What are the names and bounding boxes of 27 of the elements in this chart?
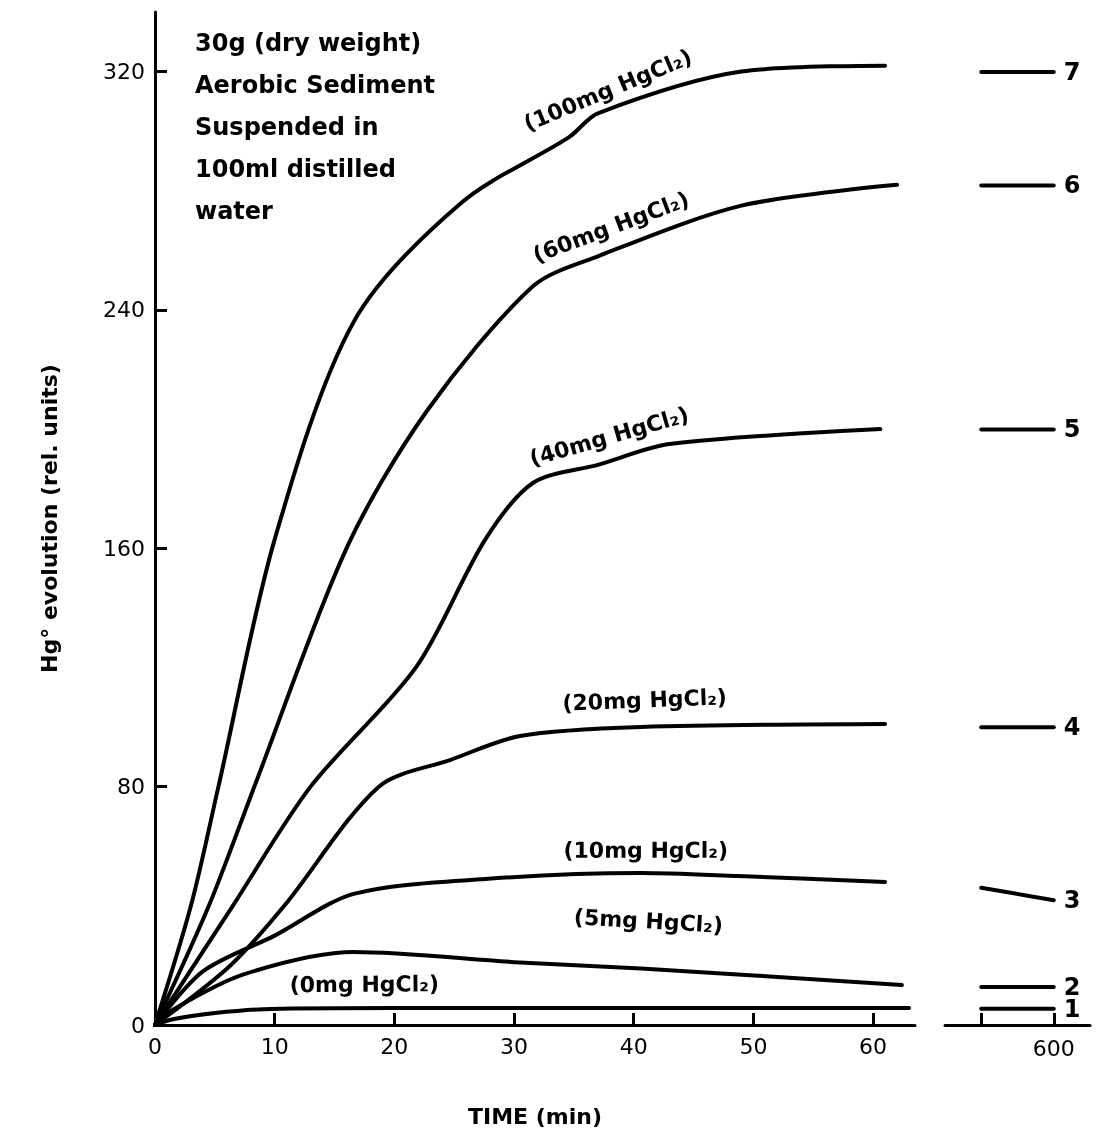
annotation: 30g (dry weight) Aerobic Sediment Suspended in 100ml distilled water [195, 29, 435, 225]
y-axis-title: Hg° evolution (rel. units) [36, 364, 62, 673]
series-label: (10mg HgCl₂) [563, 837, 729, 863]
x-tick-label: 20 [380, 1033, 409, 1059]
y-tick-label: 80 [117, 774, 145, 800]
y-tick-label: 160 [103, 535, 145, 561]
y-tick-label: 320 [103, 59, 145, 85]
annotation: 1 [1063, 994, 1081, 1023]
text: (40mg HgCl₂) [526, 401, 692, 472]
series-label: (0mg HgCl₂) [289, 971, 439, 998]
x-tick-label: 40 [619, 1033, 648, 1059]
annotation: 6 [1063, 171, 1081, 200]
x-axis-title: TIME (min) [467, 1103, 603, 1129]
annotation: 4 [1063, 713, 1081, 742]
y-tick-label: 0 [131, 1012, 145, 1038]
annotation: 5 [1063, 415, 1081, 444]
series-label: (20mg HgCl₂) [561, 684, 728, 716]
text: 600 [1032, 1035, 1075, 1061]
annotation: 3 [1063, 886, 1081, 915]
series-label: (5mg HgCl₂) [573, 904, 724, 938]
y-tick-label: 240 [103, 297, 145, 323]
x-tick-label: 50 [739, 1033, 768, 1059]
x-tick-label: 60 [859, 1033, 888, 1059]
annotation: 7 [1063, 58, 1081, 86]
x-tick-label: 30 [500, 1033, 529, 1059]
x-tick-label: 10 [260, 1033, 289, 1059]
x-tick-label: 0 [148, 1033, 162, 1059]
